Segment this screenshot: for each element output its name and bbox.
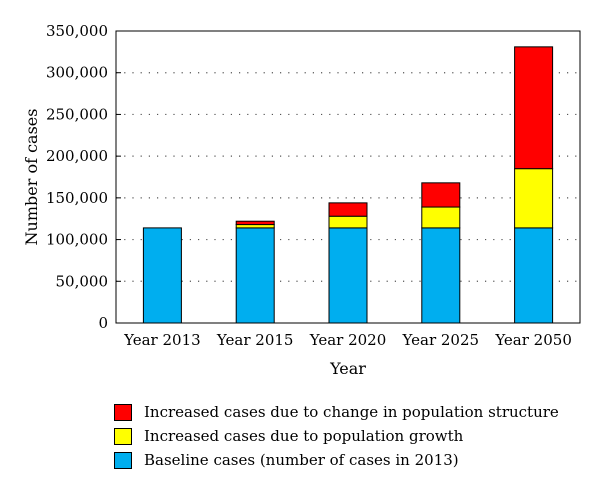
legend-item: Increased cases due to change in populat… [114, 400, 559, 424]
x-tick-label: Year 2025 [402, 331, 480, 349]
legend: Increased cases due to change in populat… [114, 400, 559, 472]
y-axis-title: Number of cases [22, 109, 41, 246]
bar-segment [235, 220, 275, 226]
legend-label: Baseline cases (number of cases in 2013) [144, 451, 459, 469]
y-tick-label: 50,000 [56, 272, 109, 290]
bar-segment [235, 224, 275, 229]
bar-segment [235, 227, 275, 324]
bar-segment [514, 168, 554, 229]
bar-segment [514, 227, 554, 324]
legend-swatch [114, 427, 132, 445]
y-tick-label: 350,000 [46, 22, 108, 40]
plot-frame [115, 30, 581, 324]
stacked-bar-chart: 0 50,000 100,000 150,000 200,000 250,000 300,0… [22, 22, 581, 378]
legend-label: Increased cases due to population growth [144, 427, 464, 445]
bar-segment [421, 182, 461, 208]
legend-item: Baseline cases (number of cases in 2013) [114, 448, 559, 472]
bar-segment [142, 227, 182, 324]
x-axis-ticks: Year 2013 Year 2015 Year 2020 Year 2025 Year… [123, 331, 572, 349]
y-tick-label: 100,000 [46, 231, 108, 249]
x-tick-label: Year 2013 [123, 331, 201, 349]
y-tick-label: 0 [98, 314, 108, 332]
bar-segment [328, 215, 368, 229]
legend-item: Increased cases due to population growth [114, 424, 559, 448]
bar-segment [328, 227, 368, 324]
x-tick-label: Year 2015 [216, 331, 294, 349]
legend-swatch [114, 403, 132, 421]
bars [142, 46, 554, 324]
y-tick-label: 250,000 [46, 105, 108, 123]
bar-segment [421, 206, 461, 229]
legend-swatch [114, 451, 132, 469]
bar-segment [421, 227, 461, 324]
legend-label: Increased cases due to change in populat… [144, 403, 559, 421]
x-axis-title: Year [329, 359, 366, 378]
bar-segment [514, 46, 554, 170]
y-axis-ticks: 0 50,000 100,000 150,000 200,000 250,000 300,0… [46, 22, 121, 332]
bar-segment [328, 202, 368, 217]
y-tick-label: 200,000 [46, 147, 108, 165]
y-tick-label: 150,000 [46, 189, 108, 207]
x-tick-label: Year 2020 [309, 331, 387, 349]
x-tick-label: Year 2050 [494, 331, 572, 349]
y-tick-label: 300,000 [46, 64, 108, 82]
